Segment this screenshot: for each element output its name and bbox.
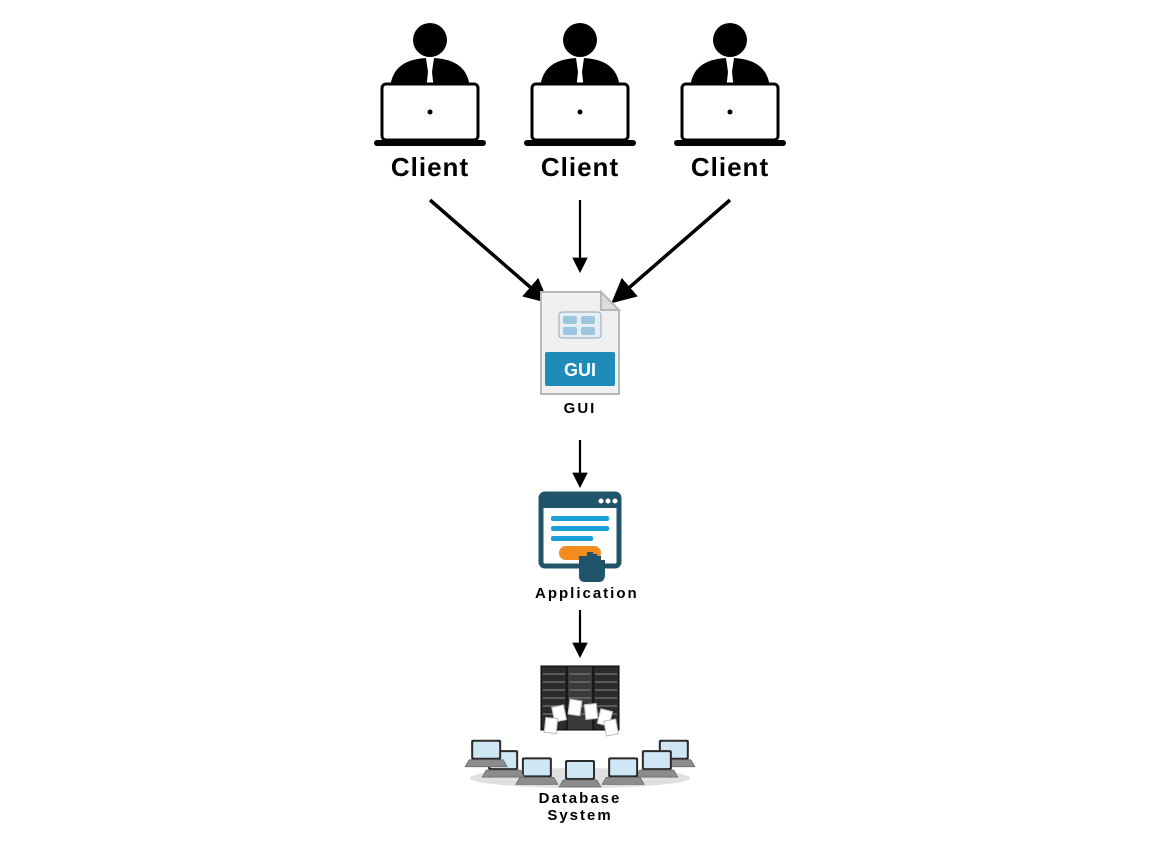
client-laptop-icon xyxy=(500,12,660,152)
client-label-3: Client xyxy=(650,152,810,183)
gui-badge-text: GUI xyxy=(564,360,596,380)
application-node: Application xyxy=(535,490,625,602)
client-node-3: Client xyxy=(650,12,810,183)
diagram-stage: Client Client Client xyxy=(0,0,1152,864)
gui-node: GUI GUI xyxy=(535,290,625,417)
client-label-2: Client xyxy=(500,152,660,183)
client-label-1: Client xyxy=(350,152,510,183)
application-label: Application xyxy=(535,585,625,602)
client-node-1: Client xyxy=(350,12,510,183)
application-window-icon xyxy=(535,490,625,585)
client-laptop-icon xyxy=(650,12,810,152)
client-laptop-icon xyxy=(350,12,510,152)
database-node: Database System xyxy=(455,660,705,824)
client-node-2: Client xyxy=(500,12,660,183)
edge-arrow xyxy=(430,200,545,300)
database-label: Database System xyxy=(455,790,705,824)
gui-file-icon: GUI xyxy=(535,290,625,400)
database-system-icon xyxy=(455,660,705,790)
edge-arrow xyxy=(615,200,730,300)
gui-label: GUI xyxy=(535,400,625,417)
